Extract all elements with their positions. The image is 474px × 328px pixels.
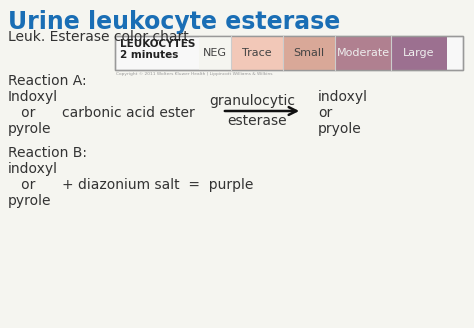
Text: Urine leukocyte esterase: Urine leukocyte esterase	[8, 10, 340, 34]
Text: Copyright © 2011 Wolters Kluwer Health | Lippincott Williams & Wilkins: Copyright © 2011 Wolters Kluwer Health |…	[116, 72, 273, 76]
Text: Moderate: Moderate	[337, 48, 390, 58]
FancyArrowPatch shape	[225, 107, 296, 115]
Text: Trace: Trace	[242, 48, 272, 58]
Bar	[231, 36, 283, 70]
Bar	[199, 36, 231, 70]
Text: Indoxyl: Indoxyl	[8, 90, 58, 104]
Text: Small: Small	[293, 48, 325, 58]
Text: pyrole: pyrole	[8, 122, 52, 136]
Text: granulocytic: granulocytic	[209, 94, 295, 108]
Text: or: or	[318, 106, 332, 120]
Bar	[335, 36, 391, 70]
Text: pyrole: pyrole	[8, 194, 52, 208]
Text: Reaction B:: Reaction B:	[8, 146, 87, 160]
Text: Reaction A:: Reaction A:	[8, 74, 87, 88]
Text: Leuk. Esterase color chart: Leuk. Esterase color chart	[8, 30, 189, 44]
Bar	[391, 36, 447, 70]
Text: or: or	[8, 178, 36, 192]
Text: LEUKOCYTES: LEUKOCYTES	[120, 39, 195, 49]
Text: indoxyl: indoxyl	[8, 162, 58, 176]
Text: NEG: NEG	[203, 48, 227, 58]
Text: indoxyl: indoxyl	[318, 90, 368, 104]
Text: pryole: pryole	[318, 122, 362, 136]
Bar	[115, 36, 463, 70]
Bar	[115, 36, 463, 70]
Text: or: or	[8, 106, 36, 120]
Text: 2 minutes: 2 minutes	[120, 50, 178, 60]
Text: esterase: esterase	[227, 114, 287, 128]
Text: + diazonium salt  =  purple: + diazonium salt = purple	[62, 178, 254, 192]
Text: Large: Large	[403, 48, 435, 58]
Bar	[283, 36, 335, 70]
Text: carbonic acid ester: carbonic acid ester	[62, 106, 195, 120]
